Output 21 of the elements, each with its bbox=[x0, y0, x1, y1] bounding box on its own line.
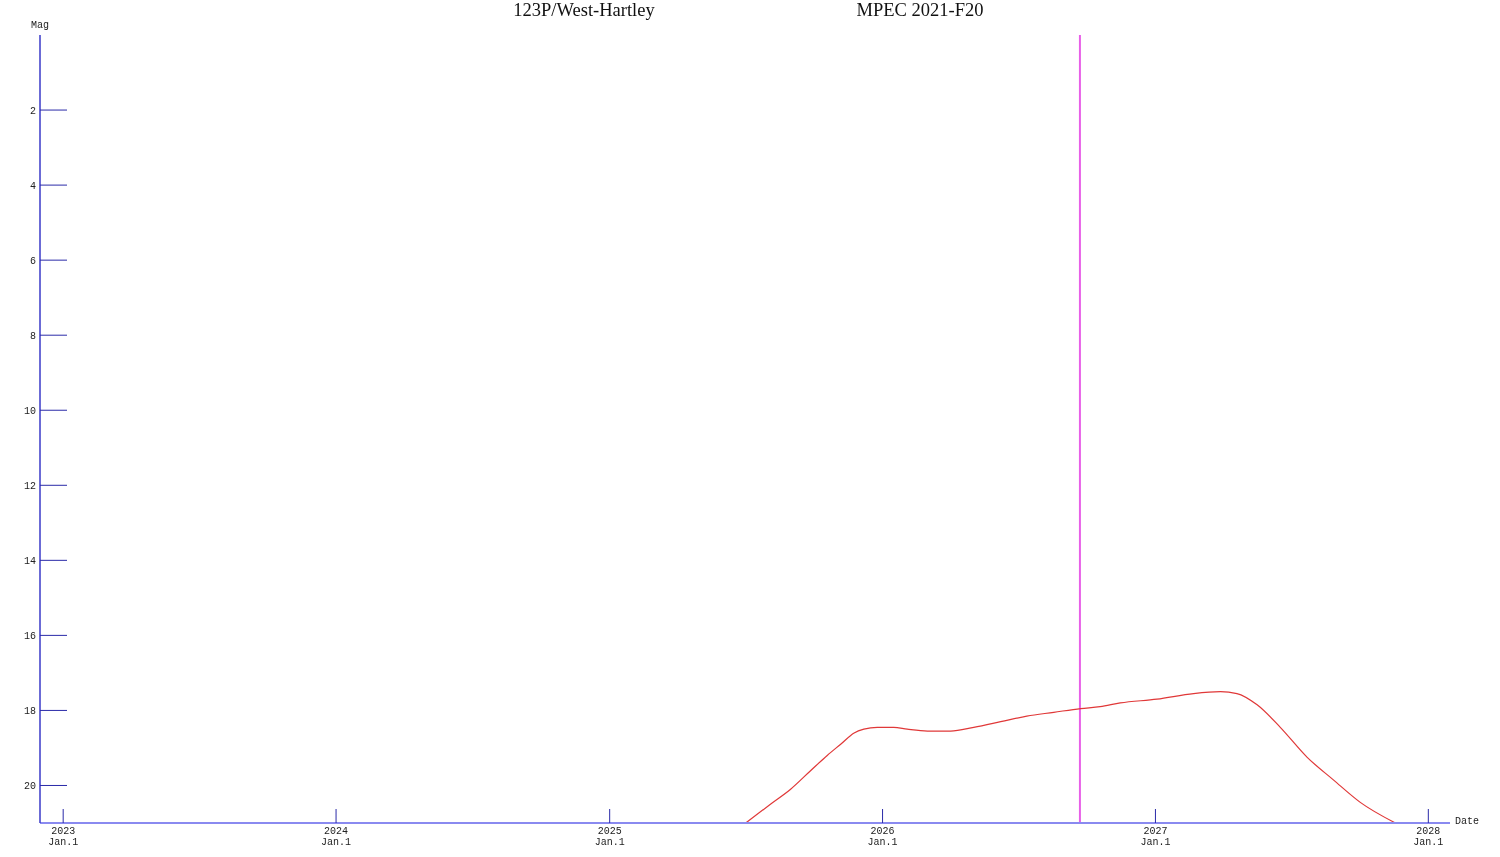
x-axis-title: Date bbox=[1455, 816, 1480, 828]
y-tick-label: 10 bbox=[23, 405, 36, 417]
x-tick-label: 2023 Jan.1 bbox=[48, 826, 79, 848]
x-tick-label: 2028 Jan.1 bbox=[1413, 826, 1444, 848]
x-tick-label: 2024 Jan.1 bbox=[321, 826, 352, 848]
y-tick-label: 18 bbox=[23, 705, 36, 717]
chart-title: 123P/West-Hartley bbox=[512, 0, 656, 20]
x-tick-label: 2026 Jan.1 bbox=[867, 826, 898, 848]
x-tick-label: 2025 Jan.1 bbox=[594, 826, 625, 848]
y-tick-label: 20 bbox=[23, 780, 36, 792]
y-tick-label: 16 bbox=[23, 630, 36, 642]
y-tick-label: 14 bbox=[23, 555, 36, 567]
y-tick-label: 6 bbox=[29, 255, 36, 267]
y-axis-title: Mag bbox=[30, 20, 50, 32]
y-tick-label: 12 bbox=[23, 480, 36, 492]
y-tick-label: 2 bbox=[29, 105, 36, 117]
y-tick-label: 4 bbox=[29, 180, 36, 192]
chart-subtitle: MPEC 2021-F20 bbox=[855, 0, 985, 20]
y-tick-label: 8 bbox=[29, 330, 36, 342]
line-series bbox=[745, 691, 1397, 823]
x-tick-label: 2027 Jan.1 bbox=[1140, 826, 1171, 848]
